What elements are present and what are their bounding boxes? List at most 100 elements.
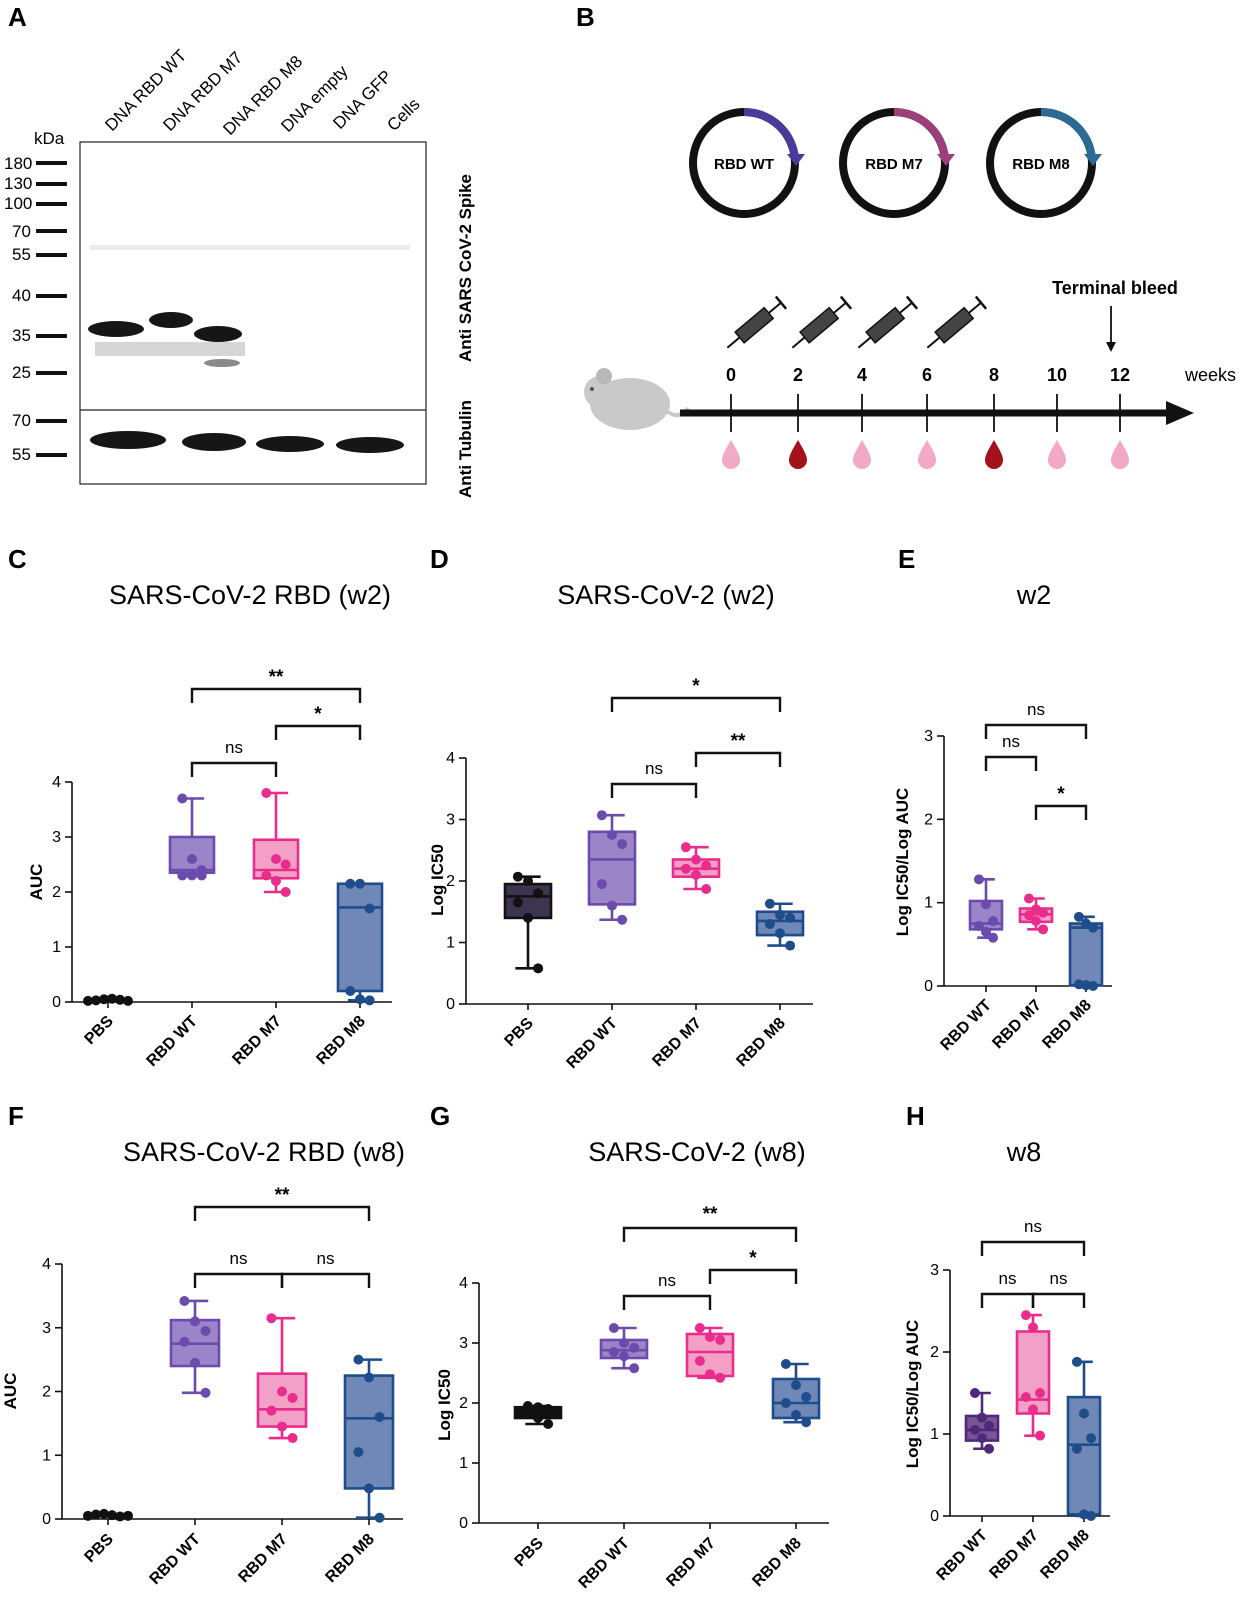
week-label: 12 xyxy=(1110,365,1130,385)
category-label: PBS xyxy=(82,1013,118,1049)
marker-label: 70 xyxy=(12,222,31,241)
marker-label: 40 xyxy=(12,286,31,305)
box xyxy=(336,882,384,993)
y-tick-label: 1 xyxy=(52,939,61,956)
significance-bracket: ns xyxy=(984,700,1088,739)
data-point xyxy=(1035,1430,1046,1441)
data-point xyxy=(1038,907,1049,918)
significance-bracket: * xyxy=(610,676,782,712)
data-point xyxy=(715,1372,726,1383)
series-rbd-m8 xyxy=(1066,1356,1102,1521)
data-point xyxy=(988,932,999,943)
significance-label: * xyxy=(314,704,322,725)
timeline-arrow-head xyxy=(1166,401,1194,425)
box xyxy=(503,882,553,920)
bracket-line xyxy=(708,1268,798,1284)
blood-drops xyxy=(722,440,1129,469)
significance-bracket: ns xyxy=(280,1249,371,1288)
y-tick-label: 1 xyxy=(459,1455,468,1472)
significance-bracket: ns xyxy=(610,759,698,798)
series-rbd-m8 xyxy=(343,1354,395,1523)
marker-band xyxy=(36,202,67,206)
box xyxy=(343,1374,395,1490)
plasmid-rbd-m7: RBD M7 xyxy=(839,107,955,218)
category-label: RBD M8 xyxy=(322,1531,377,1586)
y-axis-label: AUC xyxy=(27,864,46,901)
blood-drop-icon xyxy=(722,440,740,469)
data-point xyxy=(981,899,991,910)
y-tick-label: 4 xyxy=(446,750,455,767)
data-point xyxy=(1088,981,1099,991)
data-point xyxy=(200,1325,211,1336)
category-label: RBD M8 xyxy=(749,1535,804,1590)
y-tick-label: 3 xyxy=(459,1335,468,1352)
data-point xyxy=(764,898,775,909)
y-tick-label: 1 xyxy=(924,895,933,912)
data-point xyxy=(984,1420,995,1431)
marker-label: 130 xyxy=(4,174,32,193)
category-label: RBD M7 xyxy=(986,1527,1041,1582)
series-rbd-m7 xyxy=(252,788,300,897)
data-point xyxy=(617,914,628,925)
series-pbs xyxy=(83,1508,133,1522)
y-tick-label: 1 xyxy=(930,1426,939,1443)
data-point xyxy=(533,1402,543,1413)
marker-band xyxy=(36,229,67,233)
data-point xyxy=(543,1404,554,1414)
tubulin-band xyxy=(256,436,324,452)
data-point xyxy=(977,1412,987,1423)
data-point xyxy=(701,883,712,894)
marker-band xyxy=(36,253,67,257)
blood-drop-icon xyxy=(789,440,807,469)
mouse-eye xyxy=(590,387,594,391)
marker-band xyxy=(36,161,67,165)
significance-bracket: ns xyxy=(980,1217,1086,1256)
week-label: 2 xyxy=(793,365,803,385)
kda-unit: kDa xyxy=(34,129,65,148)
spike-band-m7 xyxy=(149,312,193,328)
category-label: RBD M7 xyxy=(235,1531,290,1586)
bracket-line xyxy=(984,755,1038,771)
data-point xyxy=(691,869,701,880)
data-point xyxy=(522,1408,533,1419)
significance-label: ** xyxy=(703,1204,718,1225)
plasmid-insert-arc xyxy=(743,107,799,159)
data-point xyxy=(177,870,188,881)
bracket-line xyxy=(274,724,362,740)
data-point xyxy=(271,876,281,886)
y-axis-label: AUC xyxy=(1,1373,20,1410)
data-point xyxy=(1088,922,1099,933)
data-point xyxy=(1020,1392,1031,1403)
data-point xyxy=(345,986,356,996)
week-label: 0 xyxy=(726,365,736,385)
syringe-icon xyxy=(857,295,919,349)
data-point xyxy=(984,1443,995,1454)
category-label: RBD WT xyxy=(938,997,995,1054)
y-tick-label: 3 xyxy=(42,1320,51,1337)
spike-band-wt xyxy=(88,321,144,337)
data-point xyxy=(533,888,544,899)
syringe-icon xyxy=(726,295,788,349)
bracket-line xyxy=(193,1205,371,1221)
significance-label: ns xyxy=(999,1269,1017,1288)
week-label: 8 xyxy=(989,365,999,385)
data-point xyxy=(266,1405,277,1416)
data-point xyxy=(277,1421,287,1432)
data-point xyxy=(1038,924,1049,935)
data-point xyxy=(1035,1388,1046,1398)
data-point xyxy=(775,909,785,920)
series-rbd-m7 xyxy=(685,1323,735,1383)
series-rbd-wt xyxy=(169,1295,221,1398)
bracket-line xyxy=(193,1272,284,1288)
data-point xyxy=(266,1313,277,1324)
plasmid-insert-arc xyxy=(893,107,949,159)
y-tick-label: 2 xyxy=(446,873,455,890)
data-point xyxy=(780,1398,791,1408)
y-tick-label: 4 xyxy=(42,1256,51,1273)
chart-title: SARS-CoV-2 RBD (w2) xyxy=(109,580,391,610)
data-point xyxy=(179,1295,190,1306)
series-pbs xyxy=(513,1401,563,1429)
data-point xyxy=(196,870,207,881)
terminal-arrow-head xyxy=(1106,342,1116,352)
